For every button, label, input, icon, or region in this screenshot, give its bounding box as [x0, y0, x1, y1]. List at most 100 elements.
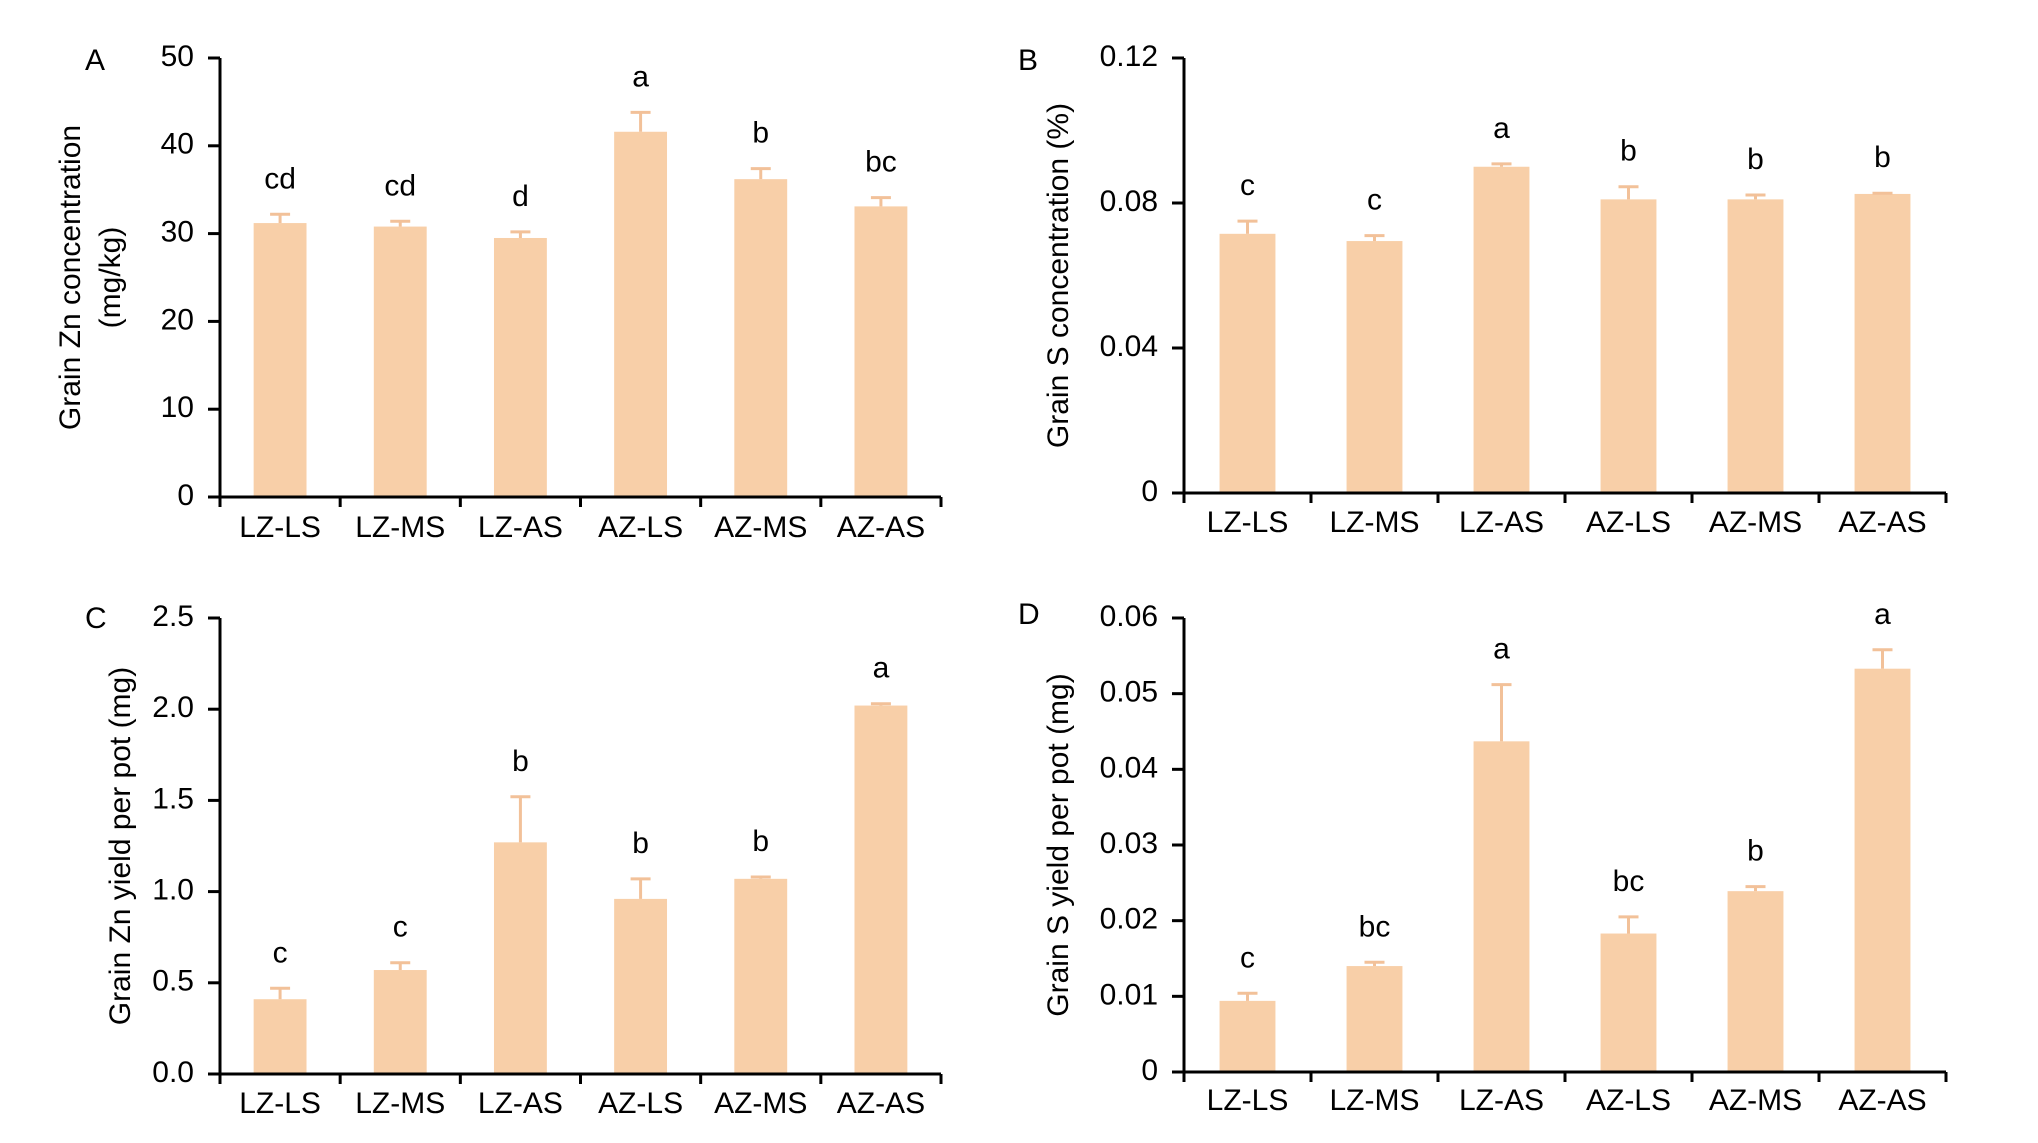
y-tick-label: 50: [161, 40, 194, 73]
significance-letter: c: [1240, 169, 1255, 202]
y-axis-label: Grain Zn yield per pot (mg): [104, 667, 137, 1025]
category-label: AZ-LS: [1586, 1084, 1671, 1117]
category-label: LZ-AS: [478, 1087, 563, 1120]
significance-letter: b: [752, 117, 769, 150]
category-label: LZ-MS: [355, 511, 445, 544]
panel-letter: C: [85, 602, 107, 635]
category-label: AZ-MS: [1709, 506, 1802, 539]
category-label: AZ-AS: [837, 511, 925, 544]
significance-letter: b: [632, 827, 649, 860]
y-tick-label: 0.04: [1100, 751, 1158, 784]
significance-letter: c: [1367, 184, 1382, 217]
bar: [1600, 199, 1657, 493]
bar: [1219, 1000, 1276, 1072]
panel-letter: B: [1018, 44, 1038, 77]
panel-letter: A: [85, 44, 105, 77]
panel-a: A Grain Zn concentration (mg/kg) 0 10 20 30 40 5…: [54, 40, 943, 544]
y-axis-label: Grain S yield per pot (mg): [1042, 673, 1075, 1016]
category-label: AZ-AS: [837, 1087, 925, 1120]
y-axis-label: Grain S concentration (%): [1042, 103, 1075, 448]
y-tick-label: 0.12: [1100, 40, 1158, 73]
y-tick-label: 1.0: [152, 874, 194, 907]
category-label: LZ-LS: [1207, 1084, 1289, 1117]
significance-letter: c: [273, 936, 288, 969]
bar: [1346, 241, 1403, 493]
bar: [493, 842, 547, 1074]
significance-letter: a: [1493, 112, 1510, 145]
y-tick-label: 10: [161, 391, 194, 424]
panel-c: C Grain Zn yield per pot (mg) 0.0 0.5 1.0 1.5…: [85, 600, 943, 1120]
significance-letter: a: [632, 60, 649, 93]
category-label: AZ-LS: [598, 1087, 683, 1120]
bar: [854, 206, 908, 497]
significance-letter: b: [1747, 143, 1764, 176]
panel-letter: D: [1018, 598, 1040, 631]
category-label: AZ-AS: [1838, 506, 1926, 539]
bar: [734, 878, 788, 1074]
significance-letter: b: [752, 825, 769, 858]
y-tick-label: 0.04: [1100, 330, 1158, 363]
y-tick-label: 0.5: [152, 965, 194, 998]
bar: [253, 223, 307, 497]
y-tick-label: 0.02: [1100, 903, 1158, 936]
bar: [493, 237, 547, 498]
category-label: LZ-AS: [1459, 506, 1544, 539]
significance-letter: a: [1493, 633, 1510, 666]
category-label: AZ-MS: [714, 1087, 807, 1120]
category-label: AZ-MS: [714, 511, 807, 544]
y-tick-label: 2.5: [152, 600, 194, 633]
category-label: AZ-LS: [598, 511, 683, 544]
y-tick-label: 0.08: [1100, 185, 1158, 218]
bar: [1219, 233, 1276, 493]
y-tick-label: 0.01: [1100, 978, 1158, 1011]
significance-letter: b: [1747, 835, 1764, 868]
category-label: AZ-AS: [1838, 1084, 1926, 1117]
y-tick-label: 0.0: [152, 1056, 194, 1089]
y-tick-label: 2.0: [152, 691, 194, 724]
y-axis-label: Grain Zn concentration: [54, 125, 87, 430]
significance-letter: bc: [1359, 910, 1391, 943]
bar: [1854, 193, 1911, 493]
significance-letter: d: [512, 180, 529, 213]
y-tick-label: 40: [161, 128, 194, 161]
y-tick-label: 0.06: [1100, 600, 1158, 633]
category-label: LZ-LS: [239, 1087, 321, 1120]
category-label: LZ-LS: [1207, 506, 1289, 539]
bar: [1600, 933, 1657, 1072]
bar: [1473, 166, 1530, 493]
y-tick-label: 0: [1141, 1054, 1158, 1087]
category-label: LZ-AS: [478, 511, 563, 544]
bar: [373, 226, 427, 498]
category-label: LZ-MS: [1330, 1084, 1420, 1117]
bar: [1854, 668, 1911, 1072]
bar: [373, 970, 427, 1074]
significance-letter: a: [873, 652, 890, 685]
bar: [253, 999, 307, 1074]
bar: [1727, 199, 1784, 493]
significance-letter: b: [1874, 141, 1891, 174]
bar: [1727, 891, 1784, 1072]
bar: [614, 898, 668, 1074]
bar: [854, 705, 908, 1074]
y-tick-label: 20: [161, 303, 194, 336]
category-label: LZ-AS: [1459, 1084, 1544, 1117]
significance-letter: b: [1620, 135, 1637, 168]
significance-letter: b: [512, 745, 529, 778]
category-label: LZ-LS: [239, 511, 321, 544]
category-label: AZ-LS: [1586, 506, 1671, 539]
bar: [734, 179, 788, 497]
y-tick-label: 1.5: [152, 782, 194, 815]
significance-letter: c: [393, 911, 408, 944]
y-tick-label: 0: [1141, 475, 1158, 508]
y-tick-label: 0.05: [1100, 676, 1158, 709]
significance-letter: c: [1240, 941, 1255, 974]
category-label: LZ-MS: [355, 1087, 445, 1120]
significance-letter: cd: [264, 162, 296, 195]
significance-letter: a: [1874, 598, 1891, 631]
category-label: AZ-MS: [1709, 1084, 1802, 1117]
significance-letter: cd: [384, 169, 416, 202]
significance-letter: bc: [865, 146, 897, 179]
panel-d: D Grain S yield per pot (mg) 0 0.01 0.02 0.03…: [1018, 598, 1948, 1117]
